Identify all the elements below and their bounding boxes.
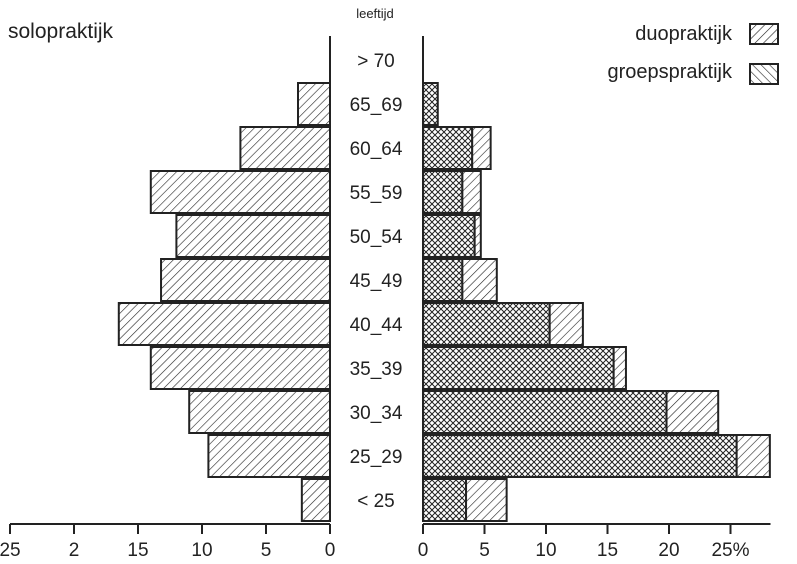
bar-groepspraktijk: [422, 478, 468, 522]
right-axis-tick-label: 0: [418, 540, 429, 561]
left-panel-label: solopraktijk: [8, 20, 114, 43]
right-axis-tick-label: 20: [658, 540, 679, 561]
right-axis-tick-label: 15: [597, 540, 618, 561]
legend-label-duopraktijk: duopraktijk: [635, 23, 733, 45]
left-axis-tick-label: 10: [191, 540, 212, 561]
bar-solopraktijk: [297, 82, 331, 126]
bar-duopraktijk: [612, 346, 627, 390]
bar-groepspraktijk: [422, 82, 439, 126]
left-axis-tick-label: 5: [261, 540, 272, 561]
bar-solopraktijk: [175, 214, 331, 258]
bar-groepspraktijk: [422, 258, 464, 302]
bar-duopraktijk: [461, 258, 498, 302]
bar-solopraktijk: [207, 434, 331, 478]
bar-solopraktijk: [188, 390, 331, 434]
bar-duopraktijk: [471, 126, 492, 170]
right-axis: 0 5 10 15 20 25%: [418, 523, 771, 561]
age-category-label: 45_49: [350, 271, 403, 292]
bar-solopraktijk: [117, 302, 331, 346]
bar-groepspraktijk: [422, 434, 738, 478]
bar-duopraktijk: [735, 434, 771, 478]
bar-duopraktijk: [473, 214, 482, 258]
left-axis-tick-label: 0: [325, 540, 336, 561]
right-axis-tick-label: 25%: [711, 540, 749, 561]
bar-duopraktijk: [465, 478, 508, 522]
bar-duopraktijk: [665, 390, 720, 434]
left-bars: [117, 36, 331, 522]
right-axis-tick-label: 10: [535, 540, 556, 561]
age-category-label: 65_69: [350, 95, 403, 116]
left-axis-tick-label: 2: [69, 540, 80, 561]
age-category-label: 40_44: [350, 315, 403, 336]
age-category-label: < 25: [357, 491, 395, 512]
age-category-label: 25_29: [350, 447, 403, 468]
age-category-label: 60_64: [350, 139, 403, 160]
age-category-label: 35_39: [350, 359, 403, 380]
age-labels: > 70 65_69 60_64 55_59 50_54 45_49 40_44 35_39 3…: [350, 51, 403, 512]
right-axis-tick-label: 5: [479, 540, 490, 561]
age-category-label: > 70: [357, 51, 395, 72]
legend-swatch-duopraktijk: [749, 23, 779, 45]
bar-groepspraktijk: [422, 390, 668, 434]
bar-solopraktijk: [149, 170, 331, 214]
bar-duopraktijk: [461, 170, 482, 214]
bar-groepspraktijk: [422, 302, 551, 346]
bar-duopraktijk: [548, 302, 584, 346]
age-category-label: 55_59: [350, 183, 403, 204]
bar-groepspraktijk: [422, 346, 615, 390]
left-axis-tick-label: 25: [0, 540, 21, 561]
bar-groepspraktijk: [422, 170, 464, 214]
legend: duopraktijk groepspraktijk: [607, 23, 779, 85]
age-category-label: 30_34: [350, 403, 403, 424]
bar-groepspraktijk: [422, 126, 474, 170]
right-bars: [422, 36, 771, 522]
bar-solopraktijk: [300, 478, 331, 522]
bar-solopraktijk: [149, 346, 331, 390]
center-header: leeftijd: [356, 6, 394, 21]
bar-solopraktijk: [239, 126, 331, 170]
bar-solopraktijk: [160, 258, 331, 302]
legend-swatch-groepspraktijk: [749, 63, 779, 85]
left-axis-tick-label: 15: [127, 540, 148, 561]
age-category-label: 50_54: [350, 227, 403, 248]
legend-label-groepspraktijk: groepspraktijk: [607, 61, 733, 83]
bar-groepspraktijk: [422, 214, 476, 258]
left-axis: 25 2 15 10 5 0: [0, 523, 336, 561]
